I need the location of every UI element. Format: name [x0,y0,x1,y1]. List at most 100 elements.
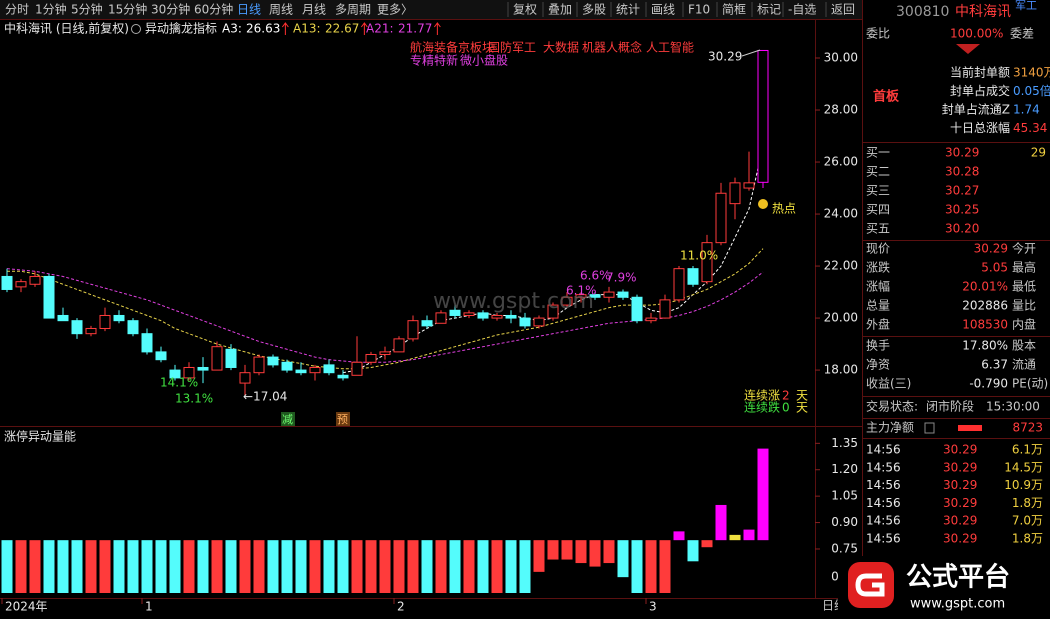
metric-value: 45.34 [1013,121,1047,135]
concept-tag: 人工智能 [646,40,694,55]
y-tick-label: 1.20 [831,462,858,476]
bid-volume: 29 [1031,146,1046,160]
candle-body [141,333,153,353]
toolbar-item[interactable]: 分时 [5,3,29,17]
candle-body [211,346,223,371]
volume-bar [169,540,181,593]
candle-body [463,312,475,316]
toolbar-button[interactable]: 画线 [651,3,675,17]
tick-time: 14:56 [866,460,901,474]
x-tick-label: 3 [649,600,657,614]
toolbar-item[interactable]: 周线 [269,3,293,17]
candle-body [645,317,657,322]
stat-label: 涨跌 [866,260,890,275]
legend-name: A3: [222,22,242,36]
toolbar-item[interactable]: 15分钟 [108,2,147,17]
candle-body [281,361,293,371]
signal-label: 减 [282,413,293,426]
toolbar-item[interactable]: 60分钟 [194,2,233,17]
toolbar-item[interactable]: 30分钟 [151,2,190,17]
signal-box [281,412,295,426]
bid-price: 30.28 [945,165,979,179]
toolbar-button[interactable]: 简框 [722,3,746,17]
toolbar-button[interactable]: 多股 [582,3,606,17]
volume-bar [15,540,27,593]
legend-value: 21.77 [398,22,432,36]
chart-title: 中科海讯 (日线,前复权) [4,21,129,36]
candle-body [449,309,461,316]
stat-label: 最高 [1012,260,1036,275]
stat-label: 现价 [866,242,890,256]
tick-price: 30.29 [943,443,977,457]
annotation: 13.1% [175,392,213,406]
candle-body [547,304,559,319]
volume-bar [757,448,769,541]
logo-glyph [855,573,885,597]
flow-bar [958,425,982,431]
volume-bar [197,540,209,593]
volume-bar [701,540,713,548]
toolbar-item[interactable]: 多周期 [335,3,371,17]
flow-icon [924,422,935,434]
y-tick-label: 20.00 [824,311,858,325]
down-triangle [956,44,980,54]
toolbar-button[interactable]: 统计 [616,3,640,17]
volume-bar [715,504,727,541]
candle-body [351,361,363,376]
volume-bar [183,540,195,593]
indicator-icon [131,24,141,34]
volume-bar [449,540,461,593]
candle-body [589,294,601,298]
logo-url: www.gspt.com [910,597,1005,612]
volume-bar [729,534,741,541]
bid-label: 买五 [866,222,890,236]
y-tick-label: 22.00 [824,259,858,273]
volume-bar [225,540,237,593]
stat-label: 最低 [1012,280,1036,294]
tick-price: 30.29 [943,460,977,474]
candle-body [1,275,13,290]
toolbar-item[interactable]: 更多〉 [377,3,413,17]
toolbar-button[interactable]: 复权 [513,3,537,17]
candle-body [43,275,55,319]
volume-bar [463,540,475,593]
y-tick-label: 1.05 [831,489,858,503]
metric-value: 0.05倍 [1013,83,1050,98]
volume-bar [407,540,419,593]
candle-body [225,348,237,368]
tick-volume: 6.1万 [1012,443,1043,457]
bid-price: 30.29 [945,146,979,160]
annotation-arrow [741,49,761,57]
toolbar-item[interactable]: 5分钟 [71,2,103,17]
concept-tag: 航海装备 [410,40,458,55]
toolbar-item[interactable]: 月线 [302,3,326,17]
candle-body [603,291,615,298]
bid-label: 买一 [866,146,890,160]
candle-body [687,268,699,285]
candle-body [309,366,321,374]
stat-value: -0.790 [969,377,1008,391]
volume-bar [365,540,377,593]
candle-body [85,327,97,335]
candle-body [673,268,685,301]
legend-name: A13: [293,22,321,36]
toolbar-button[interactable]: F10 [688,3,710,17]
indicator-name: 异动擒龙指标 [145,21,217,36]
y-tick-label: 26.00 [824,155,858,169]
hot-icon [758,199,768,209]
board-label: 首板 [873,89,900,105]
toolbar-button[interactable]: -自选 [788,3,816,17]
status: 闭市阶段 [926,399,974,414]
toolbar-item[interactable]: 1分钟 [35,2,67,17]
candle-body [15,281,27,288]
toolbar-button[interactable]: 标记 [757,3,781,17]
volume-bar [575,540,587,564]
volume-bar [631,540,643,593]
toolbar-item[interactable]: 日线 [237,3,261,17]
toolbar-button[interactable]: 叠加 [548,3,572,17]
candle-body [421,320,433,327]
annotation: 热点 [772,202,796,216]
toolbar-button[interactable]: 返回 [831,3,855,17]
metric-label: 十日总涨幅 [950,120,1010,135]
